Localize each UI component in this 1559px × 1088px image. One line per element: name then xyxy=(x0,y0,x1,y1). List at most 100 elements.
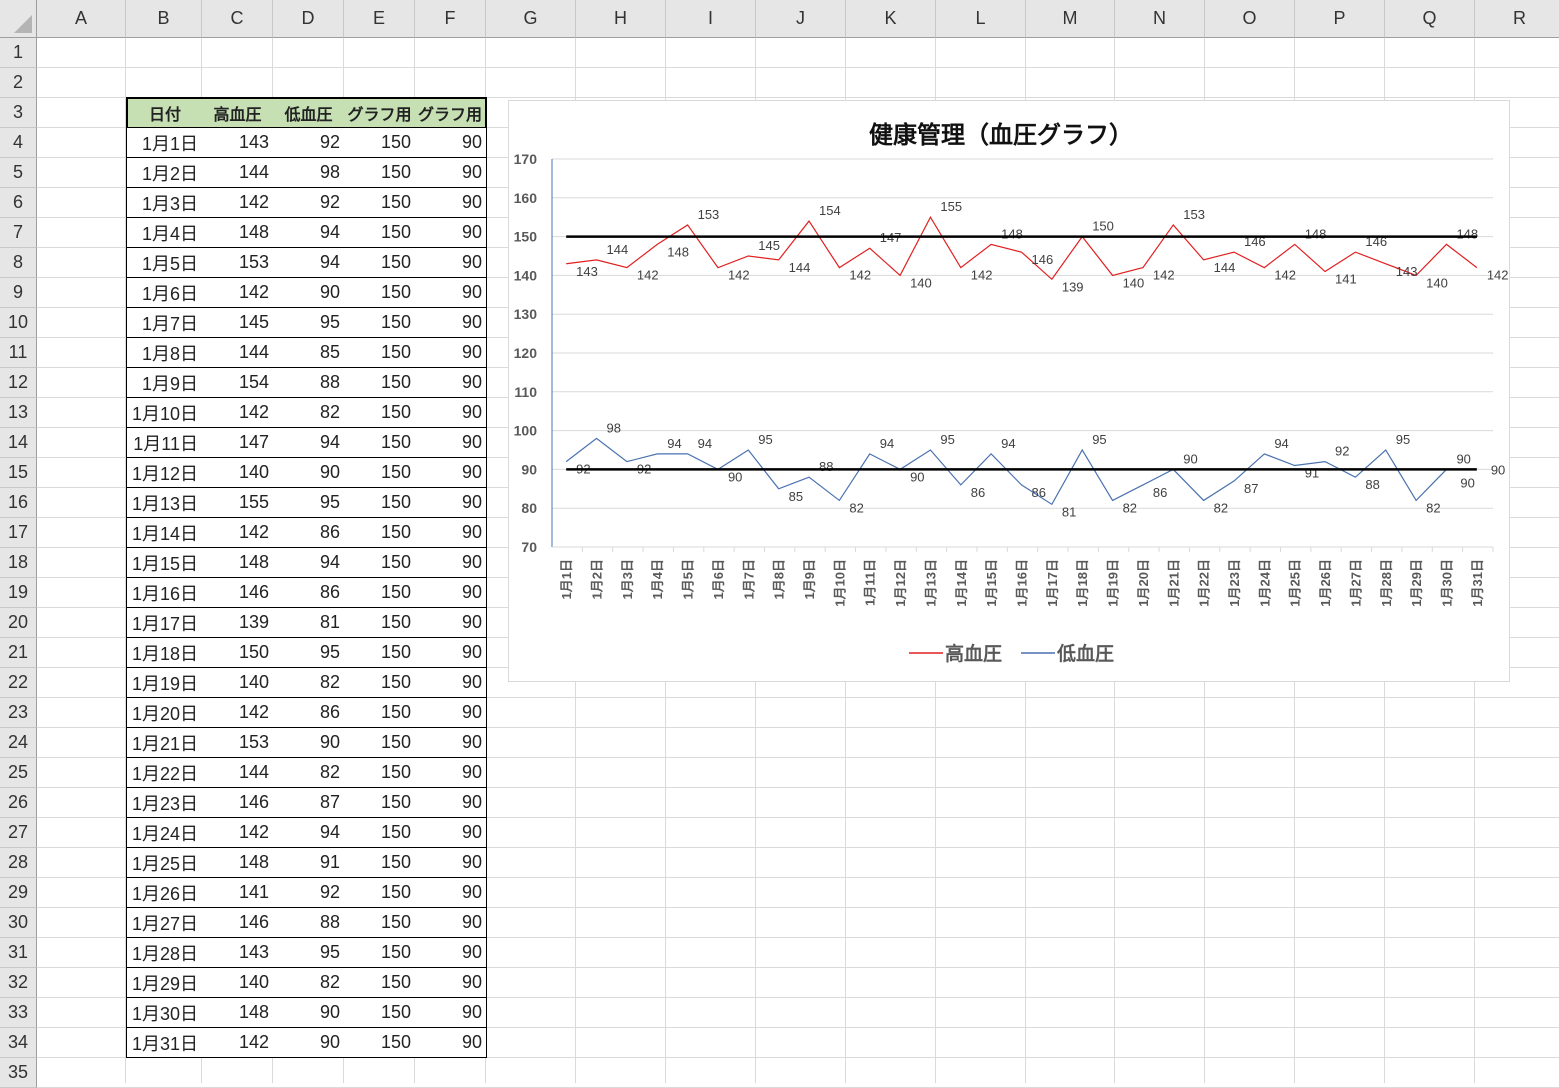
table-cell[interactable]: 150 xyxy=(344,968,416,998)
table-cell[interactable]: 90 xyxy=(415,938,487,968)
row-header-18[interactable]: 18 xyxy=(0,548,37,578)
table-cell[interactable]: 90 xyxy=(415,698,487,728)
table-cell[interactable]: 90 xyxy=(415,728,487,758)
table-cell[interactable]: 150 xyxy=(344,428,416,458)
row-header-9[interactable]: 9 xyxy=(0,278,37,308)
table-cell[interactable]: 150 xyxy=(344,488,416,518)
row-header-34[interactable]: 34 xyxy=(0,1028,37,1058)
table-cell[interactable]: 1月15日 xyxy=(126,548,203,578)
table-cell[interactable]: 150 xyxy=(344,128,416,158)
table-cell[interactable]: 1月5日 xyxy=(126,248,203,278)
table-cell[interactable]: 150 xyxy=(344,608,416,638)
table-cell[interactable]: 142 xyxy=(202,278,274,308)
table-cell[interactable]: 90 xyxy=(415,788,487,818)
row-header-22[interactable]: 22 xyxy=(0,668,37,698)
table-cell[interactable]: 1月29日 xyxy=(126,968,203,998)
row-header-12[interactable]: 12 xyxy=(0,368,37,398)
column-header-P[interactable]: P xyxy=(1295,0,1385,38)
table-cell[interactable]: 1月8日 xyxy=(126,338,203,368)
table-cell[interactable]: 91 xyxy=(273,848,345,878)
table-cell[interactable]: 1月23日 xyxy=(126,788,203,818)
table-cell[interactable]: 95 xyxy=(273,638,345,668)
table-cell[interactable]: 1月7日 xyxy=(126,308,203,338)
table-cell[interactable]: 1月27日 xyxy=(126,908,203,938)
table-cell[interactable]: 90 xyxy=(415,848,487,878)
table-cell[interactable]: 95 xyxy=(273,308,345,338)
table-cell[interactable]: 1月25日 xyxy=(126,848,203,878)
table-cell[interactable]: 150 xyxy=(344,878,416,908)
table-cell[interactable]: 90 xyxy=(415,968,487,998)
table-header-cell[interactable]: 高血圧 xyxy=(202,97,274,129)
column-header-H[interactable]: H xyxy=(576,0,666,38)
row-header-27[interactable]: 27 xyxy=(0,818,37,848)
table-cell[interactable]: 90 xyxy=(273,458,345,488)
table-cell[interactable]: 1月9日 xyxy=(126,368,203,398)
table-cell[interactable]: 90 xyxy=(415,1028,487,1058)
table-cell[interactable]: 150 xyxy=(344,248,416,278)
line-chart[interactable]: 健康管理（血圧グラフ） 70 80 90 100 110 120 130 140 150 160 17… xyxy=(508,100,1510,682)
table-cell[interactable]: 87 xyxy=(273,788,345,818)
table-cell[interactable]: 139 xyxy=(202,608,274,638)
table-cell[interactable]: 1月19日 xyxy=(126,668,203,698)
table-cell[interactable]: 146 xyxy=(202,908,274,938)
row-header-6[interactable]: 6 xyxy=(0,188,37,218)
table-cell[interactable]: 90 xyxy=(415,428,487,458)
table-cell[interactable]: 82 xyxy=(273,758,345,788)
table-cell[interactable]: 150 xyxy=(344,908,416,938)
table-cell[interactable]: 143 xyxy=(202,938,274,968)
table-cell[interactable]: 1月12日 xyxy=(126,458,203,488)
row-header-14[interactable]: 14 xyxy=(0,428,37,458)
column-header-L[interactable]: L xyxy=(936,0,1026,38)
table-cell[interactable]: 90 xyxy=(415,638,487,668)
table-cell[interactable]: 90 xyxy=(273,1028,345,1058)
table-cell[interactable]: 150 xyxy=(344,398,416,428)
table-cell[interactable]: 1月18日 xyxy=(126,638,203,668)
table-cell[interactable]: 150 xyxy=(344,368,416,398)
table-cell[interactable]: 82 xyxy=(273,398,345,428)
table-cell[interactable]: 1月24日 xyxy=(126,818,203,848)
table-cell[interactable]: 90 xyxy=(415,818,487,848)
row-header-24[interactable]: 24 xyxy=(0,728,37,758)
table-cell[interactable]: 148 xyxy=(202,218,274,248)
table-cell[interactable]: 146 xyxy=(202,578,274,608)
table-cell[interactable]: 150 xyxy=(202,638,274,668)
table-cell[interactable]: 140 xyxy=(202,668,274,698)
table-cell[interactable]: 154 xyxy=(202,368,274,398)
table-cell[interactable]: 150 xyxy=(344,728,416,758)
table-cell[interactable]: 150 xyxy=(344,638,416,668)
table-cell[interactable]: 1月21日 xyxy=(126,728,203,758)
table-cell[interactable]: 144 xyxy=(202,158,274,188)
table-cell[interactable]: 148 xyxy=(202,848,274,878)
table-cell[interactable]: 1月28日 xyxy=(126,938,203,968)
table-header-cell[interactable]: グラフ用 xyxy=(344,97,416,129)
table-cell[interactable]: 90 xyxy=(415,488,487,518)
table-cell[interactable]: 82 xyxy=(273,668,345,698)
row-header-30[interactable]: 30 xyxy=(0,908,37,938)
column-header-K[interactable]: K xyxy=(846,0,936,38)
table-cell[interactable]: 90 xyxy=(415,338,487,368)
table-cell[interactable]: 94 xyxy=(273,818,345,848)
table-cell[interactable]: 90 xyxy=(273,278,345,308)
row-header-13[interactable]: 13 xyxy=(0,398,37,428)
column-header-F[interactable]: F xyxy=(415,0,486,38)
row-header-26[interactable]: 26 xyxy=(0,788,37,818)
row-header-33[interactable]: 33 xyxy=(0,998,37,1028)
table-cell[interactable]: 150 xyxy=(344,698,416,728)
table-cell[interactable]: 150 xyxy=(344,1028,416,1058)
row-header-23[interactable]: 23 xyxy=(0,698,37,728)
table-cell[interactable]: 98 xyxy=(273,158,345,188)
table-cell[interactable]: 155 xyxy=(202,488,274,518)
table-cell[interactable]: 94 xyxy=(273,428,345,458)
table-cell[interactable]: 142 xyxy=(202,698,274,728)
table-cell[interactable]: 140 xyxy=(202,458,274,488)
table-cell[interactable]: 150 xyxy=(344,338,416,368)
row-header-29[interactable]: 29 xyxy=(0,878,37,908)
table-cell[interactable]: 81 xyxy=(273,608,345,638)
table-cell[interactable]: 150 xyxy=(344,818,416,848)
table-cell[interactable]: 86 xyxy=(273,578,345,608)
table-cell[interactable]: 90 xyxy=(415,218,487,248)
table-cell[interactable]: 147 xyxy=(202,428,274,458)
table-cell[interactable]: 90 xyxy=(273,728,345,758)
table-cell[interactable]: 90 xyxy=(415,518,487,548)
table-cell[interactable]: 90 xyxy=(415,878,487,908)
